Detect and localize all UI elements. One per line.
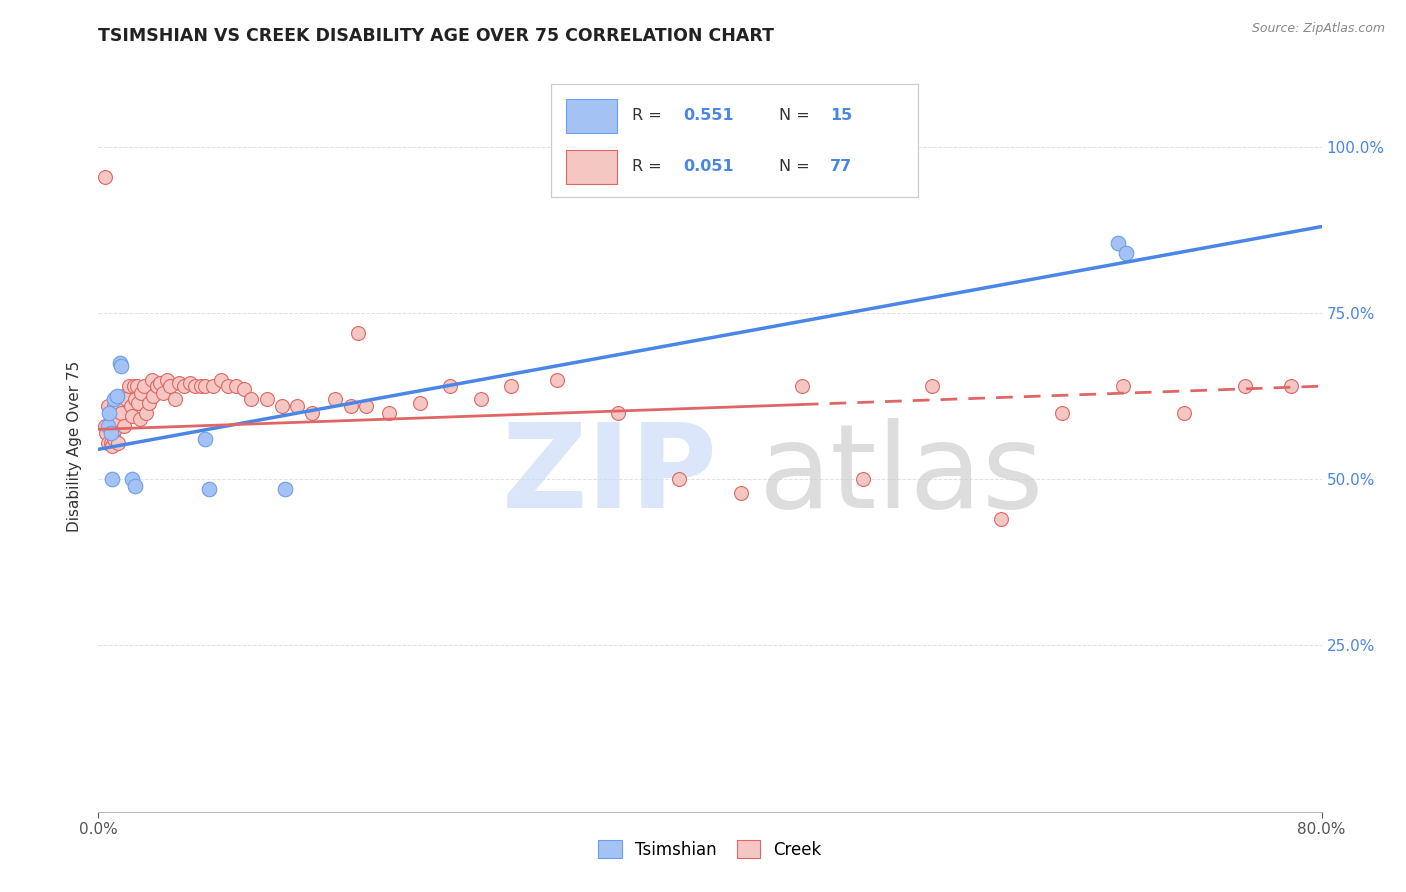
Point (270, 399, 292, 413)
Point (108, 356, 131, 370)
Point (921, 379, 943, 393)
Point (501, 379, 523, 393)
Point (97, 399, 120, 413)
Point (197, 482, 219, 496)
Point (97, 435, 120, 450)
Point (107, 435, 129, 450)
Point (94, 425, 117, 440)
Point (141, 372, 163, 386)
Point (325, 392, 347, 407)
Point (1234, 379, 1257, 393)
Point (156, 372, 179, 386)
Point (135, 406, 157, 420)
Point (225, 379, 247, 393)
Point (163, 392, 186, 407)
Point (990, 512, 1012, 526)
Point (274, 482, 297, 496)
Point (103, 392, 125, 407)
Point (354, 399, 377, 413)
Point (1279, 379, 1302, 393)
Text: TSIMSHIAN VS CREEK DISABILITY AGE OVER 75 CORRELATION CHART: TSIMSHIAN VS CREEK DISABILITY AGE OVER 7… (98, 27, 775, 45)
Point (470, 392, 492, 407)
Point (149, 376, 172, 390)
Point (122, 379, 145, 393)
Point (607, 406, 630, 420)
Point (209, 372, 232, 386)
Point (152, 385, 174, 400)
Point (112, 419, 135, 434)
Point (101, 406, 124, 420)
Point (285, 399, 308, 413)
Point (118, 379, 141, 393)
Point (1112, 379, 1135, 393)
Y-axis label: Disability Age Over 75: Disability Age Over 75 (67, 360, 83, 532)
Point (101, 472, 124, 486)
Point (169, 376, 191, 390)
Legend: Tsimshian, Creek: Tsimshian, Creek (592, 833, 828, 865)
Point (115, 392, 138, 407)
Point (179, 376, 201, 390)
Point (124, 392, 146, 407)
Point (301, 406, 323, 420)
Point (98, 419, 121, 434)
Point (107, 399, 129, 413)
Point (852, 472, 875, 486)
Point (145, 379, 167, 393)
Point (347, 326, 370, 340)
Point (105, 389, 128, 403)
Point (98, 406, 121, 420)
Point (138, 396, 160, 410)
Point (128, 412, 150, 426)
Point (129, 385, 152, 400)
Point (93, 419, 115, 434)
Point (194, 379, 217, 393)
Point (1050, 406, 1073, 420)
Point (730, 485, 752, 500)
Point (790, 379, 813, 393)
Point (1173, 406, 1195, 420)
Point (142, 389, 165, 403)
Point (100, 435, 122, 450)
Point (110, 359, 132, 374)
Point (339, 399, 361, 413)
Point (97, 419, 120, 434)
Text: Source: ZipAtlas.com: Source: ZipAtlas.com (1251, 22, 1385, 36)
Point (1107, 236, 1129, 251)
Point (232, 383, 254, 397)
Point (217, 379, 239, 393)
Point (104, 422, 127, 436)
Point (100, 425, 122, 440)
Point (127, 396, 149, 410)
Point (110, 406, 132, 420)
Point (111, 389, 134, 403)
Point (101, 439, 124, 453)
Point (120, 399, 142, 413)
Point (105, 412, 128, 426)
Point (121, 409, 143, 423)
Point (240, 392, 263, 407)
Point (194, 433, 217, 447)
Point (124, 479, 146, 493)
Point (378, 406, 401, 420)
Point (668, 472, 690, 486)
Point (159, 379, 181, 393)
Point (202, 379, 225, 393)
Point (256, 392, 278, 407)
Point (190, 379, 212, 393)
Point (184, 379, 207, 393)
Point (103, 399, 125, 413)
Point (1115, 246, 1137, 260)
Text: ZIP: ZIP (502, 417, 718, 533)
Point (134, 379, 156, 393)
Text: atlas: atlas (759, 417, 1045, 533)
Point (173, 379, 195, 393)
Point (546, 372, 568, 386)
Point (408, 396, 430, 410)
Point (93, 169, 115, 184)
Point (125, 379, 148, 393)
Point (103, 433, 125, 447)
Point (439, 379, 461, 393)
Point (121, 472, 143, 486)
